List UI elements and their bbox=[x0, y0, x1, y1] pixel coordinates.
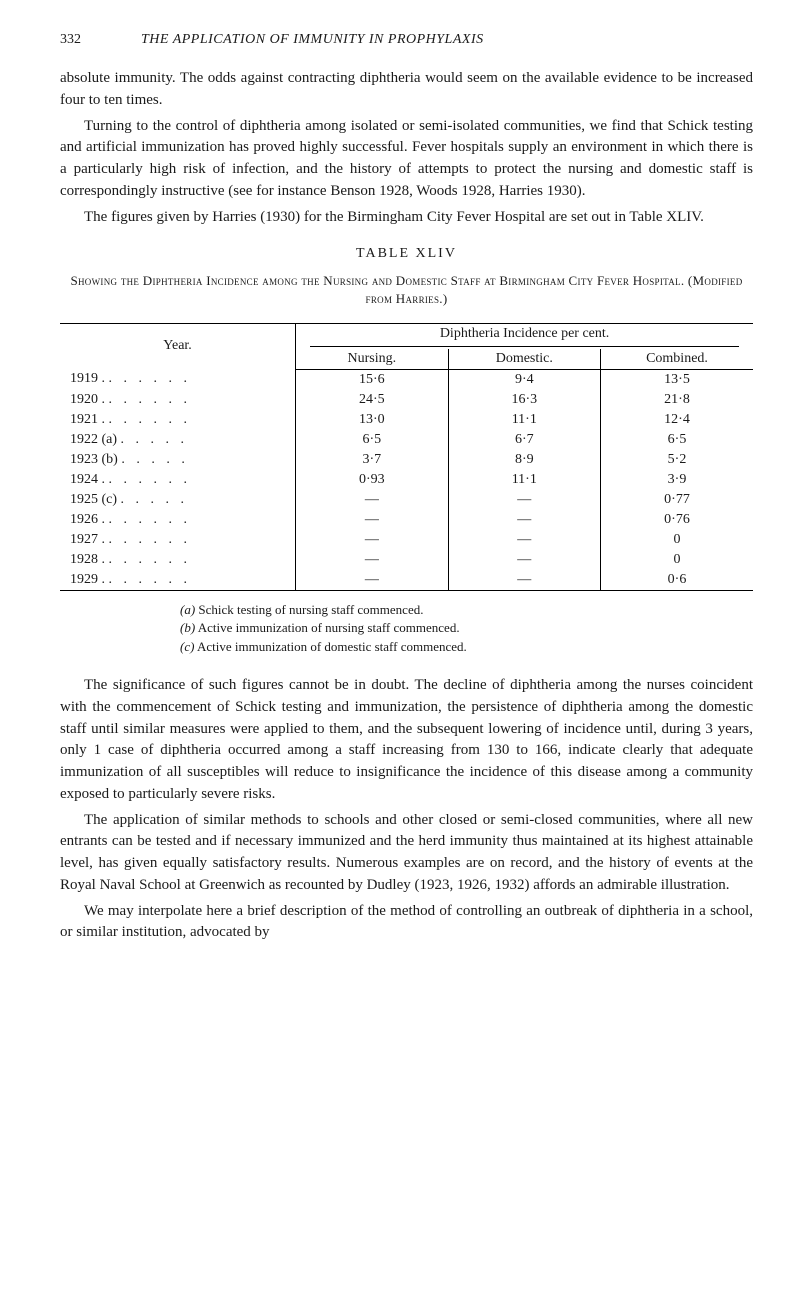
table-row: 1919 . . . . . . . 15·6 9·4 13·5 bbox=[60, 369, 753, 390]
combined-cell: 21·8 bbox=[601, 390, 753, 410]
table-row: 1924 . . . . . . . 0·93 11·1 3·9 bbox=[60, 470, 753, 490]
domestic-cell: 11·1 bbox=[448, 470, 600, 490]
dots: . . . . . bbox=[121, 432, 189, 447]
domestic-cell: — bbox=[448, 530, 600, 550]
domestic-cell: — bbox=[448, 490, 600, 510]
dots: . . . . . . bbox=[109, 412, 192, 427]
nursing-cell: — bbox=[296, 570, 448, 591]
dots: . . . . . . bbox=[109, 512, 192, 527]
nursing-cell: 13·0 bbox=[296, 410, 448, 430]
dots: . . . . . . bbox=[109, 472, 192, 487]
domestic-cell: 9·4 bbox=[448, 369, 600, 390]
table-row: 1923 (b) . . . . . 3·7 8·9 5·2 bbox=[60, 450, 753, 470]
year-cell: 1921 . bbox=[70, 412, 105, 427]
combined-cell: 5·2 bbox=[601, 450, 753, 470]
note-c: (c) Active immunization of domestic staf… bbox=[180, 638, 753, 657]
combined-cell: 0·6 bbox=[601, 570, 753, 591]
combined-cell: 12·4 bbox=[601, 410, 753, 430]
col-domestic-header: Domestic. bbox=[448, 349, 600, 370]
year-cell: 1928 . bbox=[70, 552, 105, 567]
dots: . . . . . . bbox=[109, 371, 192, 386]
paragraph-4: The significance of such figures cannot … bbox=[60, 675, 753, 806]
note-text: Active immunization of nursing staff com… bbox=[195, 620, 459, 635]
dots: . . . . . . bbox=[109, 552, 192, 567]
paragraph-6: We may interpolate here a brief descript… bbox=[60, 901, 753, 945]
table-row: 1925 (c) . . . . . — — 0·77 bbox=[60, 490, 753, 510]
year-cell: 1919 . bbox=[70, 371, 105, 386]
table-row: 1920 . . . . . . . 24·5 16·3 21·8 bbox=[60, 390, 753, 410]
table-row: 1927 . . . . . . . — — 0 bbox=[60, 530, 753, 550]
table-label: TABLE XLIV bbox=[60, 246, 753, 262]
combined-cell: 0·77 bbox=[601, 490, 753, 510]
combined-cell: 3·9 bbox=[601, 470, 753, 490]
year-cell: 1926 . bbox=[70, 512, 105, 527]
running-title: THE APPLICATION OF IMMUNITY IN PROPHYLAX… bbox=[141, 32, 484, 48]
table-row: 1922 (a) . . . . . 6·5 6·7 6·5 bbox=[60, 430, 753, 450]
table-caption: Showing the Diphtheria Incidence among t… bbox=[68, 272, 745, 308]
nursing-cell: — bbox=[296, 490, 448, 510]
spanner-label: Diphtheria Incidence per cent. bbox=[310, 326, 739, 347]
year-header: Year. bbox=[60, 323, 296, 369]
table-row: 1921 . . . . . . . 13·0 11·1 12·4 bbox=[60, 410, 753, 430]
table-spanner-row: Year. Diphtheria Incidence per cent. bbox=[60, 323, 753, 349]
nursing-cell: 24·5 bbox=[296, 390, 448, 410]
note-key: (c) bbox=[180, 639, 194, 654]
domestic-cell: 16·3 bbox=[448, 390, 600, 410]
paragraph-5: The application of similar methods to sc… bbox=[60, 810, 753, 897]
year-cell: 1924 . bbox=[70, 472, 105, 487]
page-number: 332 bbox=[60, 32, 81, 48]
domestic-cell: — bbox=[448, 510, 600, 530]
nursing-cell: — bbox=[296, 510, 448, 530]
nursing-cell: — bbox=[296, 530, 448, 550]
note-key: (b) bbox=[180, 620, 195, 635]
col-combined-header: Combined. bbox=[601, 349, 753, 370]
dots: . . . . . . bbox=[109, 532, 192, 547]
paragraph-1: absolute immunity. The odds against cont… bbox=[60, 68, 753, 112]
domestic-cell: 8·9 bbox=[448, 450, 600, 470]
year-cell: 1920 . bbox=[70, 392, 105, 407]
data-table: Year. Diphtheria Incidence per cent. Nur… bbox=[60, 323, 753, 591]
combined-cell: 0 bbox=[601, 550, 753, 570]
table-row: 1926 . . . . . . . — — 0·76 bbox=[60, 510, 753, 530]
dots: . . . . . bbox=[121, 492, 189, 507]
col-nursing-header: Nursing. bbox=[296, 349, 448, 370]
table-notes: (a) Schick testing of nursing staff comm… bbox=[180, 601, 753, 658]
note-key: (a) bbox=[180, 602, 195, 617]
year-cell: 1925 (c) bbox=[70, 492, 117, 507]
nursing-cell: — bbox=[296, 550, 448, 570]
domestic-cell: — bbox=[448, 570, 600, 591]
table-row: 1929 . . . . . . . — — 0·6 bbox=[60, 570, 753, 591]
combined-cell: 6·5 bbox=[601, 430, 753, 450]
table-row: 1928 . . . . . . . — — 0 bbox=[60, 550, 753, 570]
spanner-header: Diphtheria Incidence per cent. bbox=[296, 323, 753, 349]
note-b: (b) Active immunization of nursing staff… bbox=[180, 619, 753, 638]
dots: . . . . . bbox=[121, 452, 189, 467]
running-header: 332 THE APPLICATION OF IMMUNITY IN PROPH… bbox=[60, 32, 753, 48]
nursing-cell: 15·6 bbox=[296, 369, 448, 390]
note-a: (a) Schick testing of nursing staff comm… bbox=[180, 601, 753, 620]
page-container: 332 THE APPLICATION OF IMMUNITY IN PROPH… bbox=[0, 0, 801, 996]
domestic-cell: 6·7 bbox=[448, 430, 600, 450]
domestic-cell: — bbox=[448, 550, 600, 570]
note-text: Schick testing of nursing staff commence… bbox=[195, 602, 423, 617]
combined-cell: 0 bbox=[601, 530, 753, 550]
nursing-cell: 3·7 bbox=[296, 450, 448, 470]
note-text: Active immunization of domestic staff co… bbox=[194, 639, 466, 654]
paragraph-3: The figures given by Harries (1930) for … bbox=[60, 207, 753, 229]
dots: . . . . . . bbox=[109, 392, 192, 407]
nursing-cell: 6·5 bbox=[296, 430, 448, 450]
year-cell: 1922 (a) bbox=[70, 432, 117, 447]
nursing-cell: 0·93 bbox=[296, 470, 448, 490]
year-cell: 1929 . bbox=[70, 572, 105, 587]
year-cell: 1923 (b) bbox=[70, 452, 118, 467]
dots: . . . . . . bbox=[109, 572, 192, 587]
combined-cell: 13·5 bbox=[601, 369, 753, 390]
paragraph-2: Turning to the control of diphtheria amo… bbox=[60, 116, 753, 203]
year-cell: 1927 . bbox=[70, 532, 105, 547]
combined-cell: 0·76 bbox=[601, 510, 753, 530]
domestic-cell: 11·1 bbox=[448, 410, 600, 430]
